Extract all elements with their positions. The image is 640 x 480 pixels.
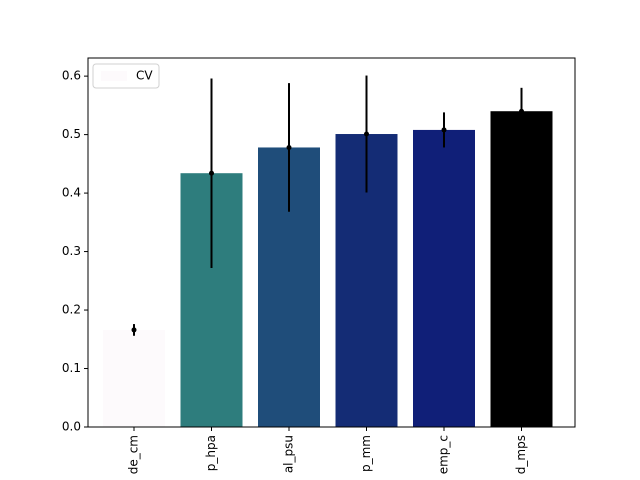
x-tick-label: d_mps [514, 435, 528, 474]
x-tick-label: emp_c [437, 435, 451, 474]
bar [103, 329, 165, 427]
y-tick-label: 0.0 [62, 420, 81, 434]
error-point [364, 131, 369, 137]
error-point [441, 127, 447, 133]
error-point [131, 327, 137, 333]
legend: CV [92, 63, 160, 89]
x-tick-label: p_mm [359, 435, 373, 472]
y-tick-label: 0.4 [62, 186, 81, 200]
y-tick-label: 0.3 [62, 244, 81, 258]
axes-frame [87, 57, 576, 428]
bar [490, 111, 553, 428]
error-point [286, 144, 292, 150]
legend-swatch [101, 71, 127, 81]
y-tick-label: 0.5 [62, 127, 81, 141]
bar [413, 129, 475, 427]
error-point [519, 108, 524, 114]
y-tick-label: 0.6 [62, 69, 81, 83]
x-tick-label: p_hpa [204, 435, 218, 471]
x-tick-label: al_psu [282, 435, 296, 473]
y-tick-label: 0.1 [62, 361, 81, 375]
legend-label: CV [136, 69, 153, 83]
error-point [209, 170, 214, 176]
x-tick-label: de_cm [127, 435, 141, 474]
y-tick-label: 0.2 [62, 303, 81, 317]
